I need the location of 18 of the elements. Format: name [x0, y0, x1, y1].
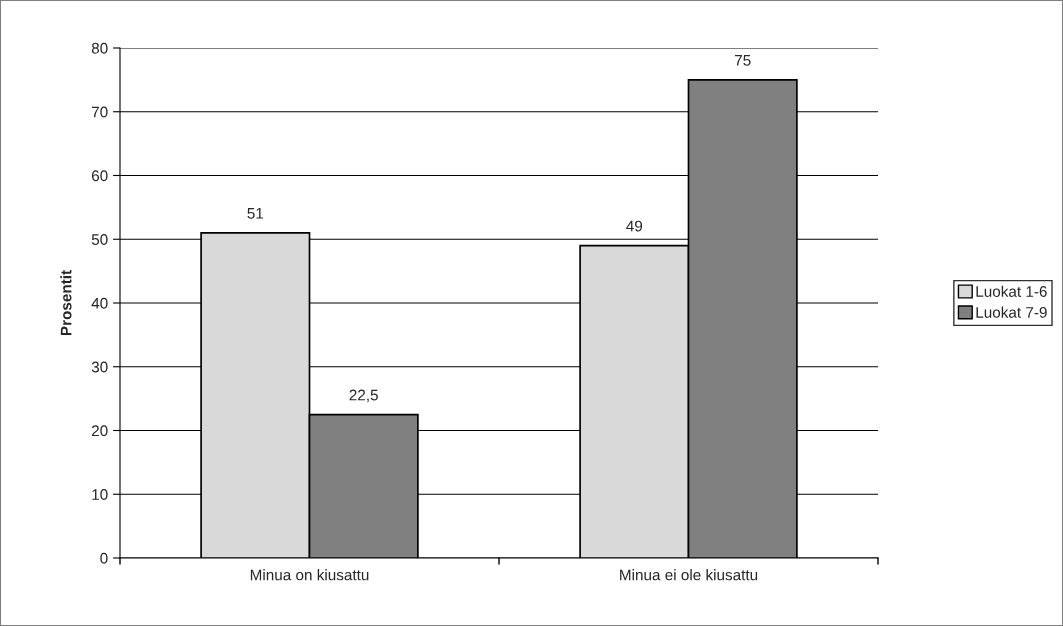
x-tick-label: Minua ei ole kiusattu: [620, 569, 758, 581]
x-tick-label: Minua on kiusattu: [250, 569, 369, 581]
y-tick-label: 60: [91, 170, 108, 182]
legend-label: Luokat 7-9: [976, 306, 1047, 318]
data-label: 51: [247, 208, 264, 219]
data-label: 75: [734, 55, 751, 66]
y-tick-label: 80: [91, 42, 108, 54]
y-tick-label: 30: [91, 361, 108, 373]
data-label: 22,5: [349, 389, 378, 403]
y-tick-label: 40: [91, 297, 108, 309]
y-tick-label: 20: [91, 425, 108, 437]
y-tick-label: 10: [92, 489, 108, 500]
y-tick-label: 0: [100, 552, 108, 564]
y-tick-label: 50: [91, 234, 108, 245]
y-tick-label: 70: [91, 106, 108, 118]
data-label: 49: [626, 220, 643, 232]
legend-label: Luokat 1-6: [976, 285, 1047, 297]
y-axis-title: Prosentit: [60, 270, 72, 336]
